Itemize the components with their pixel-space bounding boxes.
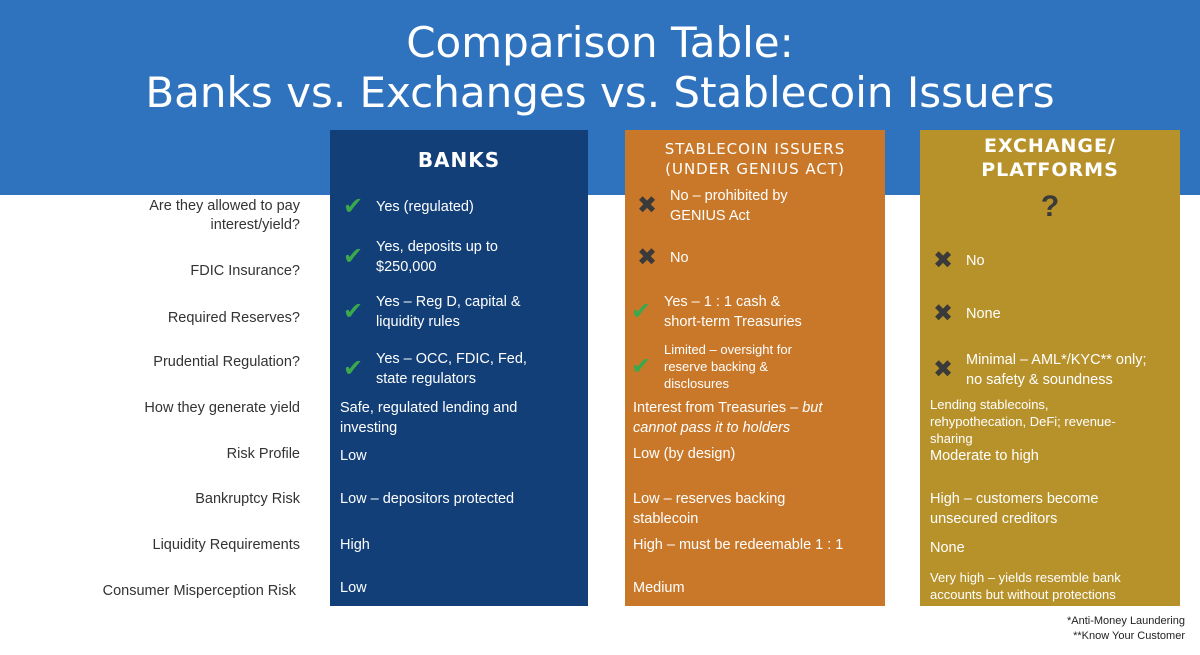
cell-text-italic: but bbox=[802, 400, 823, 416]
cross-icon: ✖ bbox=[636, 192, 658, 219]
exchange-header-line-2: PLATFORMS bbox=[981, 159, 1119, 181]
row-label-risk-profile: Risk Profile bbox=[226, 446, 300, 462]
exchange-liquidity-cell: None bbox=[930, 540, 965, 556]
exchange-prudential-cell: ✖ Minimal – AML*/KYC** only; no safety &… bbox=[930, 350, 1181, 390]
cell-text: Yes – Reg D, capital & bbox=[376, 294, 521, 310]
cell-text: Safe, regulated lending and bbox=[340, 400, 518, 416]
row-label-reserves: Required Reserves? bbox=[167, 310, 300, 326]
exchange-column: EXCHANGE/ PLATFORMS ? bbox=[920, 130, 1180, 606]
cell-text: Interest from Treasuries – bbox=[633, 400, 803, 416]
row-label-misperception: Consumer Misperception Risk bbox=[102, 583, 296, 599]
exchange-fdic-cell: ✖ No bbox=[930, 247, 1166, 274]
check-icon: ✔ bbox=[342, 243, 364, 270]
banks-misperception-cell: Low bbox=[340, 580, 367, 596]
banks-interest-cell: ✔ Yes (regulated) bbox=[340, 193, 576, 220]
row-label-fdic: FDIC Insurance? bbox=[190, 263, 300, 279]
cell-text: rehypothecation, DeFi; revenue- bbox=[930, 414, 1116, 429]
cell-text: sharing bbox=[930, 431, 973, 446]
exchange-bankruptcy-cell: High – customers become unsecured credit… bbox=[930, 489, 1150, 529]
cell-text: GENIUS Act bbox=[670, 208, 750, 224]
banks-liquidity-cell: High bbox=[340, 537, 370, 553]
check-icon: ✔ bbox=[630, 298, 652, 325]
cross-icon: ✖ bbox=[932, 300, 954, 327]
cross-icon: ✖ bbox=[932, 247, 954, 274]
stablecoin-header-line-2: (UNDER GENIUS ACT) bbox=[665, 160, 845, 178]
cell-text: investing bbox=[340, 420, 398, 436]
question-mark-icon: ? bbox=[1040, 190, 1060, 223]
cell-text: Limited – oversight for bbox=[664, 342, 792, 357]
cell-text-line: Interest from Treasuries – but bbox=[633, 398, 878, 418]
cross-icon: ✖ bbox=[932, 356, 954, 383]
cell-text: Yes – OCC, FDIC, Fed, bbox=[376, 351, 527, 367]
check-icon: ✔ bbox=[630, 352, 652, 380]
banks-bankruptcy-cell: Low – depositors protected bbox=[340, 491, 515, 507]
row-label-liquidity: Liquidity Requirements bbox=[152, 537, 301, 553]
row-label-line: interest/yield? bbox=[210, 217, 300, 233]
cell-text: stablecoin bbox=[633, 511, 699, 527]
row-label-yield-source: How they generate yield bbox=[144, 400, 300, 416]
row-label-line: Are they allowed to pay bbox=[149, 198, 300, 214]
cell-text: No bbox=[966, 253, 985, 269]
cell-text: High – customers become bbox=[930, 491, 1099, 507]
row-label-bankruptcy: Bankruptcy Risk bbox=[195, 491, 300, 507]
cell-text: unsecured creditors bbox=[930, 511, 1058, 527]
cell-text: Yes, deposits up to bbox=[376, 239, 498, 255]
cell-text: Yes – 1 : 1 cash & bbox=[664, 294, 781, 310]
row-label-prudential: Prudential Regulation? bbox=[153, 354, 300, 370]
stablecoin-interest-cell: ✖ No – prohibited by GENIUS Act bbox=[634, 186, 870, 226]
stablecoin-header-line-1: STABLECOIN ISSUERS bbox=[664, 140, 846, 158]
stablecoin-liquidity-cell: High – must be redeemable 1 : 1 bbox=[633, 537, 844, 553]
exchange-header: EXCHANGE/ PLATFORMS bbox=[920, 134, 1180, 182]
exchange-yield-source-cell: Lending stablecoins, rehypothecation, De… bbox=[930, 396, 1170, 447]
footnote-kyc: **Know Your Customer bbox=[1073, 630, 1185, 642]
check-icon: ✔ bbox=[342, 193, 364, 220]
footnote-aml: *Anti-Money Laundering bbox=[1066, 615, 1185, 627]
banks-column: BANKS bbox=[330, 130, 588, 606]
cell-text: reserve backing & bbox=[664, 359, 769, 374]
exchange-header-line-1: EXCHANGE/ bbox=[984, 135, 1116, 157]
cell-text: disclosures bbox=[664, 376, 730, 391]
row-label-interest-yield: Are they allowed to pay interest/yield? bbox=[0, 197, 300, 235]
stablecoin-header: STABLECOIN ISSUERS (UNDER GENIUS ACT) bbox=[625, 139, 885, 179]
check-icon: ✔ bbox=[342, 298, 364, 325]
cell-text: Minimal – AML*/KYC** only; bbox=[966, 352, 1147, 368]
stablecoin-prudential-cell: ✔ Limited – oversight for reserve backin… bbox=[628, 341, 864, 392]
stablecoin-risk-cell: Low (by design) bbox=[633, 446, 736, 462]
cell-text: No – prohibited by bbox=[670, 188, 788, 204]
cell-text: no safety & soundness bbox=[966, 372, 1113, 388]
banks-risk-cell: Low bbox=[340, 448, 367, 464]
stablecoin-misperception-cell: Medium bbox=[633, 580, 685, 596]
cell-text: short-term Treasuries bbox=[664, 314, 802, 330]
check-icon: ✔ bbox=[342, 355, 364, 382]
cross-icon: ✖ bbox=[636, 244, 658, 271]
banks-reserves-cell: ✔ Yes – Reg D, capital & liquidity rules bbox=[340, 292, 576, 332]
page-title: Comparison Table: Banks vs. Exchanges vs… bbox=[0, 18, 1200, 118]
exchange-risk-cell: Moderate to high bbox=[930, 448, 1039, 464]
banks-prudential-cell: ✔ Yes – OCC, FDIC, Fed, state regulators bbox=[340, 349, 576, 389]
cell-text: No bbox=[670, 250, 689, 266]
cell-text: liquidity rules bbox=[376, 314, 460, 330]
cell-text: Yes (regulated) bbox=[376, 199, 474, 215]
exchange-misperception-cell: Very high – yields resemble bank account… bbox=[930, 569, 1175, 603]
exchange-reserves-cell: ✖ None bbox=[930, 300, 1166, 327]
cell-text: None bbox=[966, 306, 1001, 322]
banks-fdic-cell: ✔ Yes, deposits up to $250,000 bbox=[340, 237, 576, 277]
banks-header: BANKS bbox=[417, 148, 501, 172]
cell-text: Low – reserves backing bbox=[633, 491, 786, 507]
banks-yield-source-cell: Safe, regulated lending and investing bbox=[340, 398, 560, 438]
cell-text: $250,000 bbox=[376, 259, 437, 275]
stablecoin-reserves-cell: ✔ Yes – 1 : 1 cash & short-term Treasuri… bbox=[628, 292, 864, 332]
cell-text: Lending stablecoins, bbox=[930, 397, 1049, 412]
cell-text: accounts but without protections bbox=[930, 587, 1116, 602]
stablecoin-fdic-cell: ✖ No bbox=[634, 244, 870, 271]
stablecoin-column: STABLECOIN ISSUERS (UNDER GENIUS ACT) bbox=[625, 130, 885, 606]
cell-text: cannot pass it to holders bbox=[633, 420, 791, 436]
title-line-2: Banks vs. Exchanges vs. Stablecoin Issue… bbox=[145, 68, 1055, 117]
stablecoin-yield-source-cell: Interest from Treasuries – but cannot pa… bbox=[633, 398, 878, 438]
cell-text: Very high – yields resemble bank bbox=[930, 570, 1121, 585]
stablecoin-bankruptcy-cell: Low – reserves backing stablecoin bbox=[633, 489, 853, 529]
cell-text: state regulators bbox=[376, 371, 476, 387]
title-line-1: Comparison Table: bbox=[406, 18, 794, 67]
